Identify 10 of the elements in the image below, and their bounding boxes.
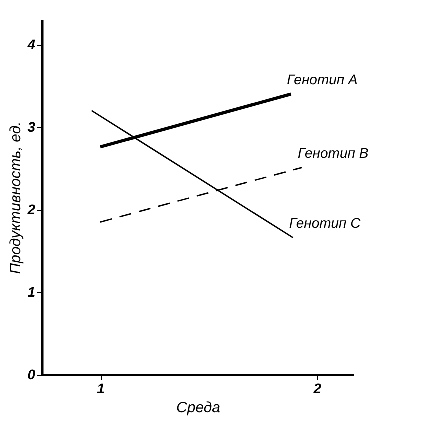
series-label: Генотип С: [289, 214, 362, 231]
y-axis-title: Продуктивность, ед.: [8, 122, 25, 274]
x-axis-title: Среда: [176, 400, 220, 416]
y-tick-label: 3: [28, 118, 36, 135]
y-tick-label: 2: [26, 201, 36, 218]
y-tick-label: 1: [28, 284, 36, 300]
series-label: Генотип А: [287, 71, 358, 88]
series-label: Генотип В: [298, 144, 369, 161]
y-tick-label: 4: [26, 36, 36, 52]
y-tick-label: 0: [28, 366, 36, 382]
